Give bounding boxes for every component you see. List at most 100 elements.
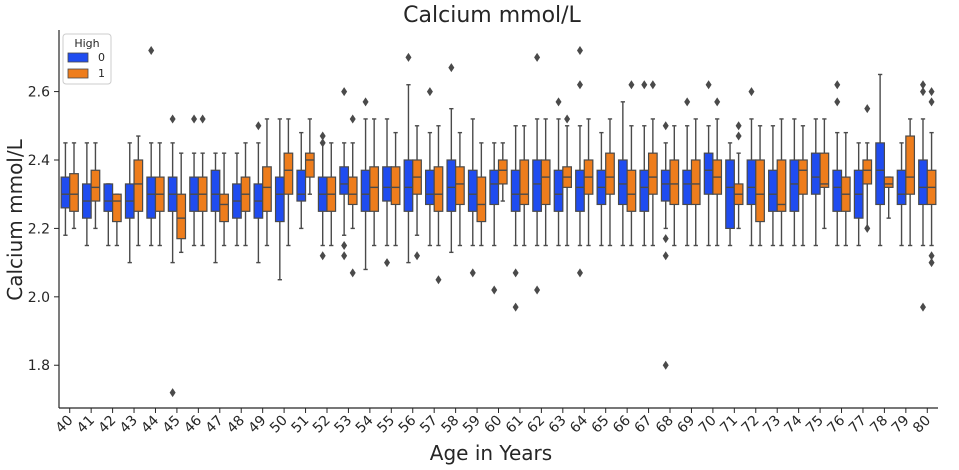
outlier-point [864,104,871,114]
box-0-45 [167,114,178,398]
box-1-69 [690,118,701,247]
iqr-box [639,169,650,212]
iqr-box [605,152,615,195]
box-1-58 [455,131,465,247]
box-1-50 [283,118,294,247]
x-tick-label: 72 [739,413,763,437]
outlier-point [384,258,391,268]
outlier-point [576,268,583,278]
box-0-44 [146,46,157,247]
iqr-box [510,169,521,212]
box-0-66 [617,101,628,247]
x-tick-label: 43 [117,413,141,437]
iqr-box [617,159,628,206]
box-1-63 [562,114,572,247]
outlier-point [349,114,356,124]
iqr-box [219,193,229,223]
iqr-box [69,173,79,212]
box-0-65 [596,131,607,247]
x-tick-label: 41 [74,413,98,437]
outlier-point [735,121,742,131]
outlier-point [414,251,421,261]
box-1-80 [926,87,937,268]
box-1-44 [154,142,165,247]
outlier-point [426,87,433,97]
box-1-49 [262,118,272,247]
box-0-40 [60,142,71,236]
x-tick-label: 40 [53,413,77,437]
box-1-78 [883,176,894,219]
iqr-box [339,166,350,195]
box-0-48 [232,152,242,247]
box-1-60 [497,142,508,202]
box-1-68 [669,125,680,247]
iqr-box [647,152,658,195]
legend-swatch-1 [67,68,89,79]
x-tick-label: 68 [653,413,677,437]
outlier-point [435,275,442,285]
outlier-point [448,63,455,73]
box-1-66 [626,80,637,247]
iqr-box [489,169,500,206]
box-1-61 [519,125,530,247]
outlier-point [864,223,871,233]
outlier-point [748,87,755,97]
iqr-box [304,152,315,178]
box-0-60 [489,142,500,295]
box-1-70 [712,97,723,247]
x-tick-label: 65 [589,413,613,437]
box-0-74 [789,118,800,247]
legend-title: High [74,37,99,50]
iqr-box [776,159,787,212]
iqr-box [90,169,101,202]
box-1-46 [197,114,208,247]
x-tick-label: 64 [567,412,591,436]
box-0-59 [467,118,478,278]
iqr-box [296,169,307,202]
iqr-box [660,169,671,202]
iqr-box [519,159,530,206]
x-tick-label: 61 [503,413,527,437]
outlier-point [534,285,541,295]
outlier-point [628,80,635,90]
outlier-point [705,80,712,90]
iqr-box [883,176,894,188]
iqr-box [703,152,714,195]
iqr-box [789,159,800,212]
iqr-box [690,159,701,206]
outlier-point [255,121,262,131]
box-0-53 [339,87,350,261]
iqr-box [262,166,272,212]
x-tick-label: 46 [181,412,205,436]
x-tick-label: 59 [460,413,484,437]
x-tick-label: 42 [96,413,120,437]
iqr-box [905,135,916,195]
legend-label-1: 1 [98,67,105,80]
box-1-42 [111,193,122,247]
outlier-point [199,114,206,124]
outlier-point [319,251,326,261]
box-0-69 [682,97,693,247]
outlier-point [564,114,571,124]
x-tick-label: 70 [696,413,720,437]
outlier-point [641,80,648,90]
box-1-65 [605,118,615,247]
box-0-79 [896,142,907,247]
box-0-71 [725,142,735,247]
box-0-61 [510,125,521,312]
box-0-55 [382,118,392,268]
iqr-box [455,166,465,206]
box-1-40 [69,142,79,230]
outlier-point [662,234,669,244]
box-1-45 [176,152,187,254]
box-0-58 [446,63,457,254]
iqr-box [669,159,680,206]
box-1-48 [240,142,251,247]
outlier-point [834,80,841,90]
iqr-box [360,169,371,212]
outlier-point [834,97,841,107]
box-1-55 [390,131,401,247]
box-1-43 [133,135,144,247]
iqr-box [532,159,542,212]
